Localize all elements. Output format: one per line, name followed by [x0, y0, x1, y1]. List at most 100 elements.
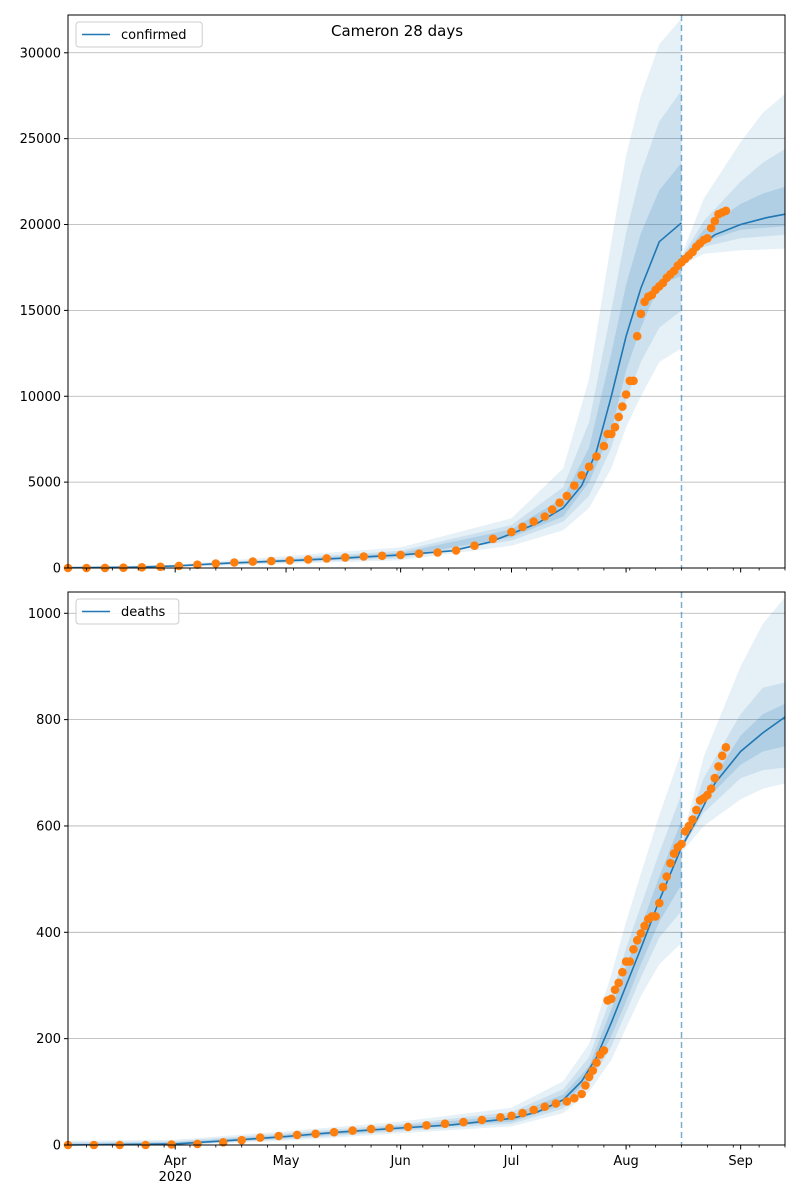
confirmed-observed-point [721, 206, 731, 216]
deaths-observed-point [706, 784, 716, 793]
deaths-xtick-sublabel: 2020 [159, 1170, 192, 1185]
deaths-observed-point [618, 967, 627, 977]
confirmed-observed-point [322, 554, 332, 563]
deaths-observed-point [662, 872, 671, 881]
deaths-observed-point [274, 1131, 284, 1141]
deaths-observed-point [651, 912, 660, 921]
deaths-observed-point [629, 945, 638, 954]
confirmed-observed-point [618, 402, 627, 411]
confirmed-observed-point [632, 331, 642, 341]
deaths-observed-point [636, 929, 646, 938]
deaths-ytick-label: 1000 [28, 607, 61, 622]
confirmed-observed-point [529, 517, 538, 526]
confirmed-observed-point [518, 522, 527, 532]
confirmed-ytick-label: 15000 [20, 304, 61, 319]
confirmed-observed-point [629, 376, 638, 386]
confirmed-observed-point [396, 550, 405, 560]
deaths-observed-point [193, 1139, 202, 1149]
deaths-observed-point [218, 1138, 228, 1147]
confirmed-legend-box [75, 21, 203, 48]
confirmed-observed-point [562, 491, 572, 501]
confirmed-axes-frame [67, 14, 786, 569]
confirmed-observed-point [230, 558, 239, 567]
deaths-observed-point [658, 882, 668, 892]
deaths-observed-point [348, 1126, 357, 1135]
deaths-observed-point [703, 790, 712, 800]
deaths-observed-point [518, 1108, 527, 1118]
deaths-observed-point [717, 751, 727, 761]
deaths-xtick-label: Jul [503, 1154, 520, 1169]
confirmed-observed-point [285, 556, 295, 565]
confirmed-ytick-label: 25000 [20, 132, 61, 147]
confirmed-observed-point [340, 553, 350, 562]
confirmed-observed-point [621, 390, 631, 399]
confirmed-observed-point [211, 559, 221, 568]
confirmed-observed-point [193, 560, 202, 569]
deaths-observed-point [440, 1119, 450, 1128]
confirmed-observed-point [248, 557, 258, 566]
confirmed-observed-point [706, 223, 716, 233]
deaths-xtick-label: May [273, 1154, 300, 1169]
deaths-xtick-label: Apr [164, 1154, 187, 1169]
confirmed-ytick-label: 5000 [28, 476, 61, 491]
confirmed-observed-point [433, 548, 442, 557]
figure-title: Cameron 28 days [331, 22, 463, 40]
deaths-observed-point [584, 1072, 594, 1082]
confirmed-observed-point [555, 498, 564, 508]
deaths-observed-point [551, 1099, 561, 1108]
confirmed-observed-point [507, 527, 516, 537]
deaths-observed-point [610, 985, 620, 994]
confirmed-projection-band-inner [681, 186, 785, 263]
deaths-xtick-label: Jun [389, 1154, 410, 1169]
deaths-observed-point [721, 743, 731, 752]
deaths-observed-point [540, 1102, 550, 1111]
confirmed-ytick-label: 10000 [20, 390, 61, 405]
deaths-projection-line [680, 716, 786, 848]
confirmed-ytick-label: 30000 [20, 46, 61, 61]
deaths-observed-point [507, 1111, 516, 1121]
deaths-axes-frame [67, 591, 786, 1146]
deaths-ytick-label: 200 [36, 1032, 61, 1047]
deaths-projection-band-inner [681, 703, 785, 849]
deaths-ytick-label: 0 [53, 1139, 61, 1154]
confirmed-observed-point [174, 561, 184, 571]
deaths-observed-point [311, 1129, 320, 1139]
confirmed-panel: 0 5000 10000 15000 20000 25000 30000 confirmed [20, 14, 786, 577]
confirmed-observed-point [137, 563, 147, 572]
confirmed-observed-point [636, 309, 646, 319]
confirmed-observed-point [488, 534, 498, 544]
deaths-observed-point [592, 1058, 601, 1067]
deaths-observed-point [588, 1066, 598, 1075]
confirmed-legend-label: confirmed [121, 28, 187, 43]
deaths-observed-point [714, 762, 723, 771]
confirmed-observed-point [414, 549, 424, 558]
confirmed-observed-point [614, 412, 623, 422]
confirmed-observed-point [267, 556, 276, 566]
deaths-observed-point [292, 1130, 302, 1140]
confirmed-observed-point [547, 505, 557, 514]
deaths-observed-point [684, 821, 694, 831]
deaths-observed-point [677, 839, 686, 849]
confirmed-observed-point [599, 441, 609, 451]
deaths-observed-point [640, 921, 649, 931]
confirmed-observed-point [451, 546, 461, 555]
deaths-observed-point [632, 936, 642, 945]
confirmed-ytick-label: 0 [53, 562, 61, 577]
confirmed-observed-point [610, 422, 620, 432]
confirmed-ytick-label: 20000 [20, 218, 61, 233]
confirmed-observed-point [377, 551, 387, 561]
deaths-observed-point [688, 815, 697, 824]
deaths-observed-point [625, 957, 635, 966]
confirmed-observed-point [710, 216, 720, 226]
deaths-observed-point [403, 1122, 413, 1132]
deaths-band-inner [68, 820, 682, 1145]
deaths-xtick-label: Aug [613, 1154, 638, 1169]
confirmed-observed-point [303, 555, 313, 564]
deaths-observed-point [477, 1115, 487, 1125]
deaths-observed-point [599, 1046, 609, 1055]
confirmed-observed-point [584, 462, 594, 472]
confirmed-observed-point [592, 452, 601, 461]
deaths-observed-point [666, 858, 675, 868]
deaths-observed-point [422, 1121, 431, 1130]
